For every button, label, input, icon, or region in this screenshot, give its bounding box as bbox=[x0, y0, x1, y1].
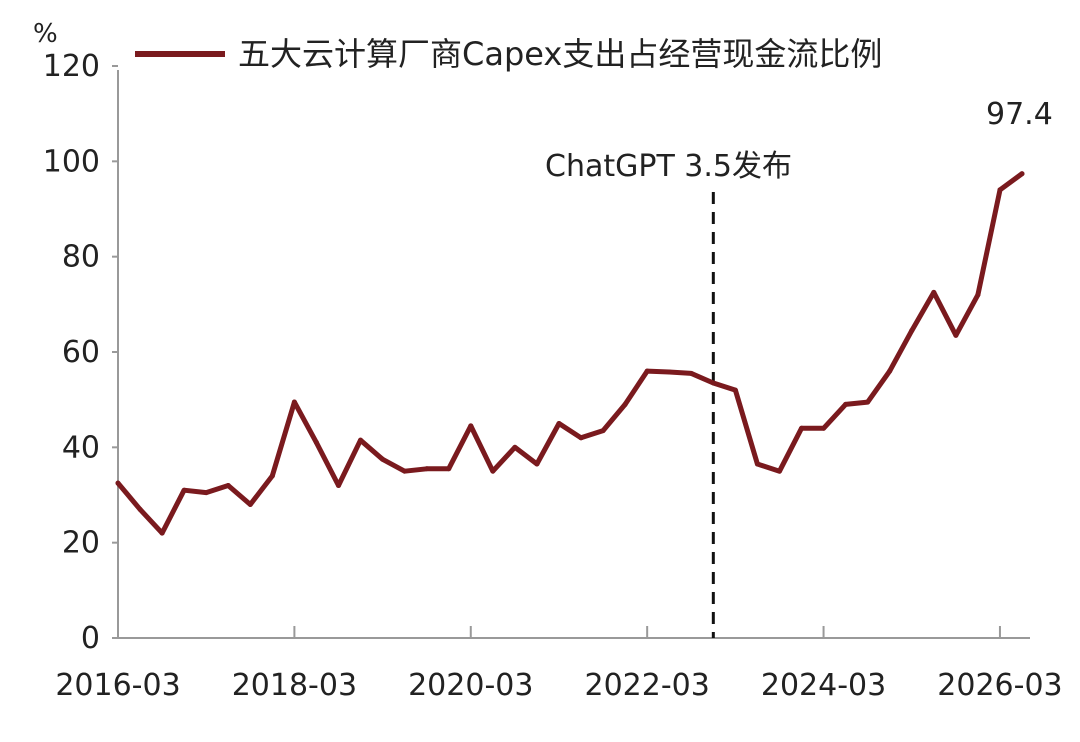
data-point bbox=[534, 461, 540, 467]
data-point bbox=[997, 187, 1003, 193]
data-point bbox=[247, 502, 253, 508]
y-axis-ticks: 0 20 40 60 80 100 120 bbox=[43, 49, 118, 656]
data-point bbox=[490, 468, 496, 474]
data-point bbox=[843, 401, 849, 407]
data-point bbox=[799, 425, 805, 431]
data-point bbox=[644, 368, 650, 374]
data-point bbox=[821, 425, 827, 431]
legend: 五大云计算厂商Capex支出占经营现金流比例 bbox=[135, 35, 882, 73]
x-tick-label: 2024-03 bbox=[761, 668, 886, 703]
legend-label: 五大云计算厂商Capex支出占经营现金流比例 bbox=[238, 35, 882, 73]
data-point bbox=[865, 399, 871, 405]
last-value-label: 97.4 bbox=[986, 97, 1053, 132]
x-tick-label: 2026-03 bbox=[937, 668, 1062, 703]
data-point bbox=[358, 437, 364, 443]
data-point bbox=[291, 399, 297, 405]
y-axis-unit-label: % bbox=[33, 19, 58, 49]
data-point bbox=[622, 401, 628, 407]
data-point bbox=[931, 289, 937, 295]
y-tick-label: 100 bbox=[43, 144, 100, 179]
x-tick-label: 2016-03 bbox=[55, 668, 180, 703]
data-point bbox=[446, 466, 452, 472]
x-tick-label: 2020-03 bbox=[408, 668, 533, 703]
data-point bbox=[1019, 171, 1025, 177]
data-point bbox=[203, 490, 209, 496]
series-points bbox=[115, 171, 1025, 536]
data-point bbox=[732, 387, 738, 393]
chatgpt-release-label: ChatGPT 3.5发布 bbox=[545, 149, 792, 184]
series-line bbox=[115, 171, 1025, 536]
data-point bbox=[115, 480, 121, 486]
data-point bbox=[402, 468, 408, 474]
y-tick-label: 40 bbox=[62, 430, 100, 465]
x-tick-label: 2018-03 bbox=[232, 668, 357, 703]
data-point bbox=[335, 482, 341, 488]
data-point bbox=[666, 369, 672, 375]
data-point bbox=[578, 435, 584, 441]
y-tick-label: 120 bbox=[43, 49, 100, 84]
data-point bbox=[269, 473, 275, 479]
data-point bbox=[953, 332, 959, 338]
data-point bbox=[468, 423, 474, 429]
data-point bbox=[887, 368, 893, 374]
y-tick-label: 60 bbox=[62, 335, 100, 370]
data-point bbox=[909, 328, 915, 334]
data-point bbox=[975, 292, 981, 298]
data-point bbox=[181, 487, 187, 493]
data-point bbox=[754, 461, 760, 467]
data-point bbox=[380, 456, 386, 462]
x-axis-ticks: 2016-03 2018-03 2020-03 2022-03 2024-03 2026-… bbox=[55, 626, 1063, 703]
data-point bbox=[710, 380, 716, 386]
data-point bbox=[137, 506, 143, 512]
y-tick-label: 0 bbox=[81, 621, 100, 656]
data-point bbox=[424, 466, 430, 472]
data-point bbox=[776, 468, 782, 474]
data-point bbox=[159, 530, 165, 536]
data-point bbox=[688, 370, 694, 376]
x-tick-label: 2022-03 bbox=[584, 668, 709, 703]
data-point bbox=[600, 428, 606, 434]
data-point bbox=[225, 482, 231, 488]
data-point bbox=[512, 444, 518, 450]
y-tick-label: 20 bbox=[62, 526, 100, 561]
data-point bbox=[556, 421, 562, 426]
y-tick-label: 80 bbox=[62, 240, 100, 275]
data-point bbox=[313, 440, 319, 446]
